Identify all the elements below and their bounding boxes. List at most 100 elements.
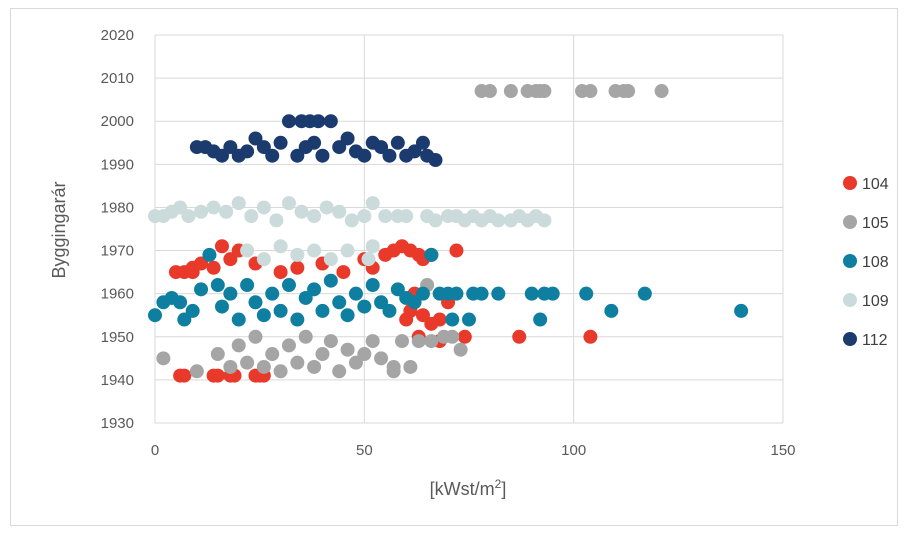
point-104: [223, 252, 238, 267]
point-112: [281, 114, 296, 129]
x-tick-labels: 0 50 100 150: [151, 442, 796, 459]
point-108: [332, 295, 347, 310]
point-109: [344, 213, 359, 228]
point-104: [424, 316, 439, 331]
point-112: [390, 135, 405, 150]
point-105: [357, 347, 372, 362]
point-108: [579, 286, 594, 301]
point-104: [457, 329, 472, 344]
point-112: [315, 148, 330, 163]
point-112: [407, 144, 422, 159]
point-105: [503, 84, 518, 99]
point-105: [374, 351, 389, 366]
point-108: [524, 286, 539, 301]
legend-marker-108: [843, 254, 857, 268]
point-108: [637, 286, 652, 301]
point-109: [307, 209, 322, 224]
point-112: [240, 144, 255, 159]
point-105: [365, 334, 380, 349]
point-112: [223, 140, 238, 155]
point-112: [311, 114, 326, 129]
point-104: [415, 308, 430, 323]
point-112: [214, 148, 229, 163]
point-105: [290, 355, 305, 370]
legend-marker-104: [843, 176, 857, 190]
point-104: [449, 243, 464, 258]
legend-label-108: 108: [862, 254, 889, 271]
point-105: [223, 359, 238, 374]
point-109: [332, 204, 347, 219]
y-tick-label: 1990: [101, 156, 134, 173]
point-105: [265, 347, 280, 362]
point-104: [206, 260, 221, 275]
legend-marker-109: [843, 293, 857, 307]
point-109: [194, 204, 209, 219]
point-112: [428, 153, 443, 168]
point-108: [449, 286, 464, 301]
point-112: [382, 148, 397, 163]
y-tick-labels: 1930 1940 1950 1960 1970 1980 1990 2000 2010 2020: [101, 27, 134, 432]
point-105: [231, 338, 246, 353]
point-104: [583, 329, 598, 344]
point-105: [210, 347, 225, 362]
point-108: [382, 303, 397, 318]
point-105: [307, 359, 322, 374]
point-108: [462, 312, 476, 327]
point-109: [319, 200, 334, 215]
point-108: [202, 247, 217, 262]
point-105: [395, 334, 410, 349]
point-108: [533, 312, 548, 327]
point-105: [537, 84, 552, 99]
x-tick-label: 100: [561, 442, 586, 459]
point-109: [307, 243, 322, 258]
y-tick-label: 1980: [101, 199, 134, 216]
point-105: [403, 359, 418, 374]
point-108: [424, 247, 439, 262]
point-109: [273, 239, 288, 254]
point-109: [491, 213, 506, 228]
point-105: [240, 355, 255, 370]
point-108: [148, 308, 162, 323]
legend-label-105: 105: [862, 215, 889, 232]
x-axis-title: [kWst/m2]: [430, 477, 507, 499]
point-105: [256, 359, 271, 374]
point-108: [357, 299, 372, 314]
point-105: [621, 84, 636, 99]
point-108: [177, 312, 192, 327]
point-109: [294, 204, 309, 219]
x-axis-title-sup: 2: [495, 477, 502, 491]
point-108: [290, 312, 305, 327]
point-105: [248, 329, 263, 344]
point-109: [428, 213, 443, 228]
point-108: [374, 295, 389, 310]
point-104: [210, 368, 225, 383]
point-109: [323, 252, 338, 267]
point-104: [214, 239, 229, 254]
point-104: [290, 260, 305, 275]
point-112: [307, 135, 322, 150]
point-109: [219, 204, 234, 219]
point-108: [210, 278, 225, 293]
point-109: [290, 247, 305, 262]
point-112: [256, 140, 271, 155]
point-108: [407, 295, 422, 310]
data-points: [148, 84, 749, 383]
point-108: [491, 286, 506, 301]
point-105: [411, 334, 426, 349]
point-108: [194, 282, 209, 297]
point-108: [307, 282, 322, 297]
point-109: [399, 209, 414, 224]
point-109: [378, 209, 393, 224]
point-112: [290, 148, 305, 163]
chart-frame: [10, 8, 898, 526]
point-112: [415, 135, 430, 150]
point-108: [323, 273, 338, 288]
x-axis-title-main: [kWst/m: [430, 479, 495, 499]
point-108: [273, 303, 288, 318]
point-109: [173, 200, 188, 215]
point-108: [445, 312, 460, 327]
point-104: [194, 256, 209, 271]
y-tick-label: 1950: [101, 329, 134, 346]
point-105: [189, 364, 204, 379]
x-axis-title-end: ]: [501, 479, 506, 499]
